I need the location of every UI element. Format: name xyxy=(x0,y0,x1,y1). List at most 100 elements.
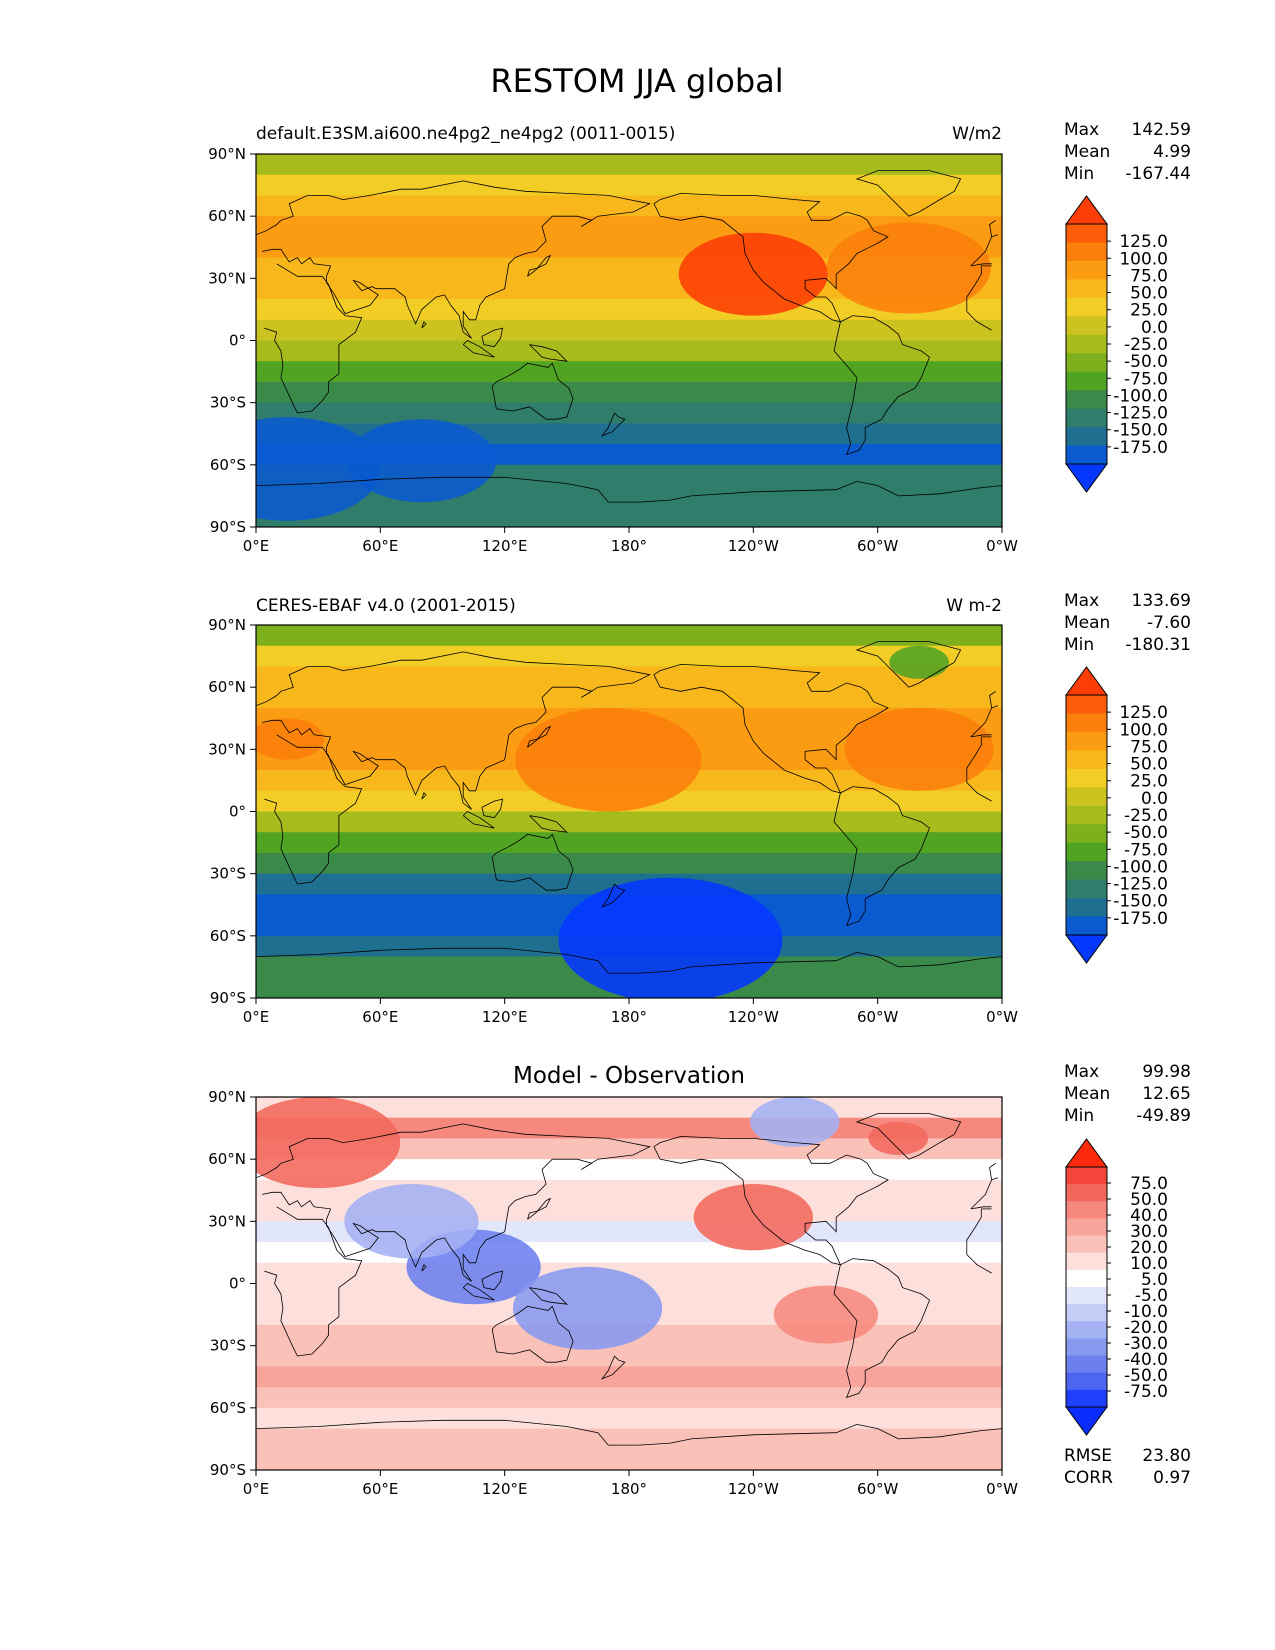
colorbar-segment xyxy=(1066,242,1107,262)
stat-min-value: -49.89 xyxy=(1136,1106,1191,1126)
colorbar-segment xyxy=(1066,861,1107,881)
x-tick-label: 0°E xyxy=(243,1480,270,1498)
coastline xyxy=(529,344,568,362)
colorbar-segment xyxy=(1066,1167,1107,1185)
colorbar-label: -75.0 xyxy=(1124,369,1168,389)
y-tick-label: 60°S xyxy=(210,456,246,474)
colorbar-label: -5.0 xyxy=(1135,1286,1168,1306)
colorbar-label: 25.0 xyxy=(1130,301,1168,321)
colorbar-segment xyxy=(1066,916,1107,936)
colorbar-segment xyxy=(1066,1304,1107,1322)
coastline xyxy=(989,1162,999,1181)
y-tick-label: 60°N xyxy=(208,678,246,696)
field-anomaly xyxy=(515,707,702,812)
field-anomaly xyxy=(844,707,994,791)
colorbar-segment xyxy=(1066,787,1107,807)
x-tick-label: 0°W xyxy=(986,1480,1018,1498)
stat-max-label: Max xyxy=(1064,591,1099,611)
field-anomaly xyxy=(344,1184,479,1259)
colorbar-label: -75.0 xyxy=(1124,840,1168,860)
colorbar-segment xyxy=(1066,824,1107,844)
colorbar-label: -40.0 xyxy=(1124,1350,1168,1370)
colorbar-segment xyxy=(1066,371,1107,391)
colorbar-label: 20.0 xyxy=(1130,1238,1168,1258)
field-anomaly xyxy=(693,1184,814,1251)
colorbar-label: -20.0 xyxy=(1124,1318,1168,1338)
field-anomaly xyxy=(750,1097,840,1147)
colorbar-segment xyxy=(1066,1355,1107,1374)
colorbar-label: 100.0 xyxy=(1119,720,1168,740)
coastline xyxy=(256,1123,992,1282)
coastline xyxy=(833,1258,930,1399)
field-anomaly xyxy=(773,1285,879,1344)
difference-panel: Model - Observation Max 99.98 Mean 12.65… xyxy=(208,1062,1191,1498)
coastline xyxy=(529,815,568,833)
colorbar-label: -100.0 xyxy=(1113,857,1168,877)
map-field xyxy=(256,1097,1002,1470)
coastline xyxy=(989,690,999,709)
x-tick-label: 60°E xyxy=(362,537,398,555)
field-anomaly xyxy=(256,718,325,760)
colorbar-label: 40.0 xyxy=(1130,1206,1168,1226)
x-tick-label: 60°E xyxy=(362,1480,398,1498)
colorbar-segment xyxy=(1066,224,1107,243)
colorbar-label: -175.0 xyxy=(1113,909,1168,929)
model-panel: default.E3SM.ai600.ne4pg2_ne4pg2 (0011-0… xyxy=(208,120,1191,555)
y-tick-label: 30°S xyxy=(210,865,246,883)
colorbar-label: 0.0 xyxy=(1141,318,1168,338)
panel-title-left: CERES-EBAF v4.0 (2001-2015) xyxy=(256,596,516,616)
x-tick-label: 60°W xyxy=(857,1480,899,1498)
colorbar-segment xyxy=(1066,1184,1107,1202)
y-tick-label: 0° xyxy=(229,1275,246,1293)
colorbar-label: -150.0 xyxy=(1113,892,1168,912)
colorbar-label: -50.0 xyxy=(1124,352,1168,372)
colorbar-segment xyxy=(1066,1338,1107,1356)
coastline xyxy=(481,1270,504,1291)
coastline xyxy=(600,1355,626,1380)
coastline xyxy=(527,1197,552,1220)
stat-min-value: -180.31 xyxy=(1125,635,1191,655)
colorbar-label: 10.0 xyxy=(1130,1254,1168,1274)
coastline xyxy=(421,792,427,800)
colorbar-label: 75.0 xyxy=(1130,1174,1168,1194)
colorbar-label: -150.0 xyxy=(1113,421,1168,441)
colorbar-segment xyxy=(1066,1372,1107,1391)
x-tick-label: 120°W xyxy=(728,1008,779,1026)
x-tick-label: 0°W xyxy=(986,537,1018,555)
x-tick-label: 60°W xyxy=(857,537,899,555)
panel-title-left: default.E3SM.ai600.ne4pg2_ne4pg2 (0011-0… xyxy=(256,124,675,144)
colorbar-segment xyxy=(1066,1201,1107,1219)
coastline xyxy=(256,651,992,810)
stat-mean-label: Mean xyxy=(1064,613,1110,633)
coastline xyxy=(989,219,999,238)
x-tick-label: 180° xyxy=(611,537,647,555)
stat-min-label: Min xyxy=(1064,1106,1094,1126)
stat-mean-label: Mean xyxy=(1064,142,1110,162)
colorbar-segment xyxy=(1066,750,1107,770)
y-tick-label: 30°N xyxy=(208,1212,246,1230)
stat-mean-value: 12.65 xyxy=(1142,1084,1191,1104)
map-field xyxy=(256,625,1002,998)
y-tick-label: 60°N xyxy=(208,1150,246,1168)
coastline xyxy=(421,1264,427,1272)
colorbar-label: 50.0 xyxy=(1130,1190,1168,1210)
colorbar-label: -175.0 xyxy=(1113,438,1168,458)
stat-max-label: Max xyxy=(1064,120,1099,140)
coastline xyxy=(256,1419,1002,1446)
colorbar-label: -25.0 xyxy=(1124,335,1168,355)
colorbar-segment xyxy=(1066,1252,1107,1271)
coastline xyxy=(491,362,574,420)
colorbar-label: 25.0 xyxy=(1130,772,1168,792)
field-anomaly xyxy=(256,417,381,521)
x-tick-label: 0°W xyxy=(986,1008,1018,1026)
y-tick-label: 30°N xyxy=(208,740,246,758)
y-tick-label: 90°N xyxy=(208,145,246,163)
colorbar-segment xyxy=(1066,1269,1107,1288)
coastline xyxy=(653,192,889,323)
coastline xyxy=(833,786,930,927)
coastline xyxy=(600,412,626,437)
coastline xyxy=(462,1283,495,1301)
coastline xyxy=(264,734,992,885)
coastline xyxy=(855,641,962,688)
